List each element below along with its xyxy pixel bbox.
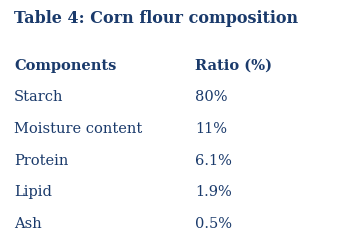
- Text: Components: Components: [14, 59, 116, 72]
- Text: Protein: Protein: [14, 154, 68, 168]
- Text: Ratio (%): Ratio (%): [195, 59, 273, 72]
- Text: 1.9%: 1.9%: [195, 185, 232, 199]
- Text: Moisture content: Moisture content: [14, 122, 142, 136]
- Text: Starch: Starch: [14, 90, 64, 104]
- Text: 80%: 80%: [195, 90, 228, 104]
- Text: 0.5%: 0.5%: [195, 217, 232, 231]
- Text: Table 4: Corn flour composition: Table 4: Corn flour composition: [14, 10, 298, 27]
- Text: Ash: Ash: [14, 217, 42, 231]
- Text: 11%: 11%: [195, 122, 228, 136]
- Text: Lipid: Lipid: [14, 185, 52, 199]
- Text: 6.1%: 6.1%: [195, 154, 232, 168]
